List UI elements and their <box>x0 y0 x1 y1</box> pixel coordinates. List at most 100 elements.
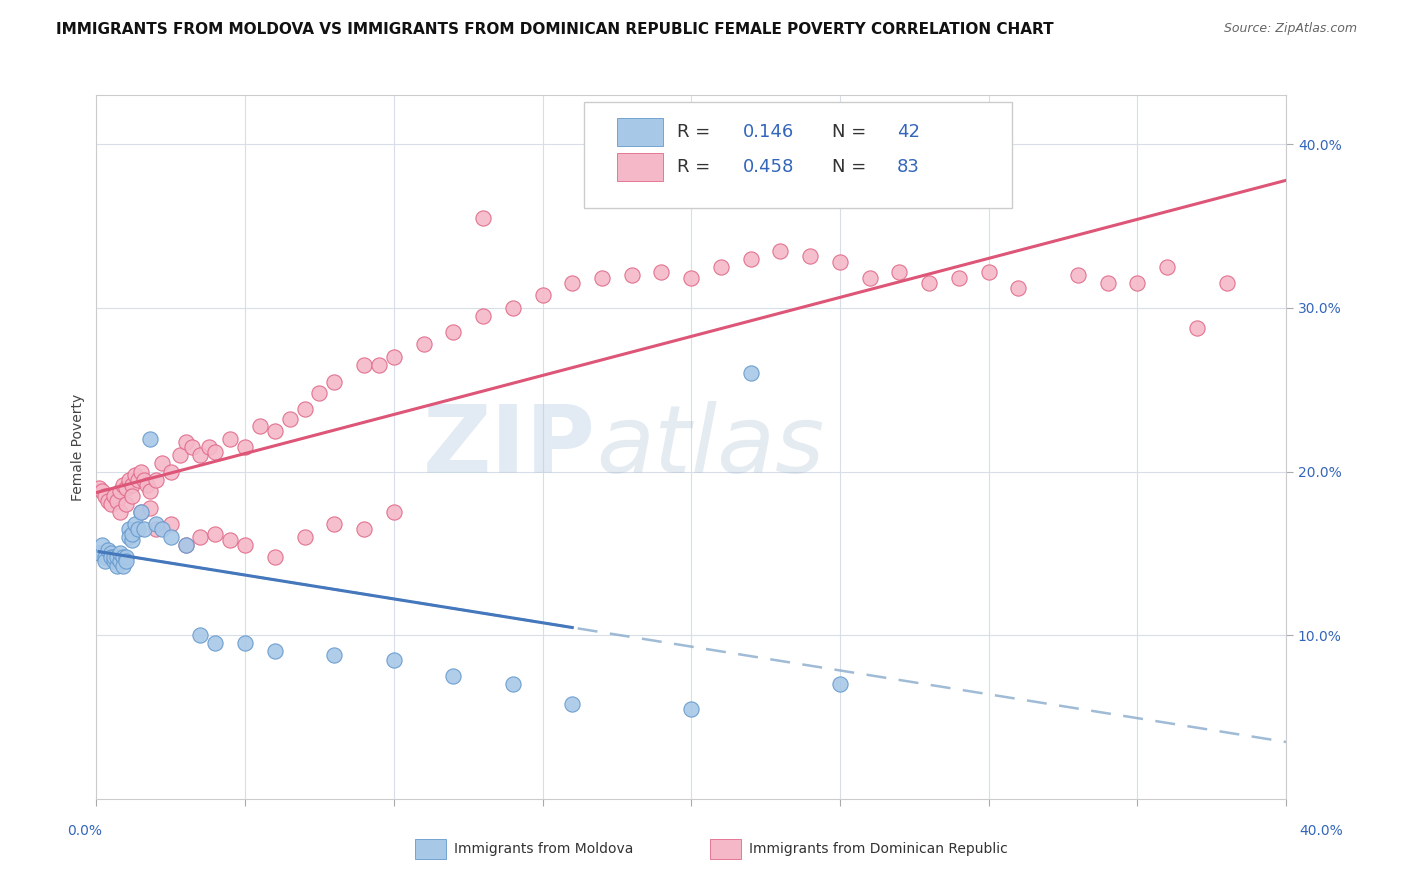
Point <box>159 465 181 479</box>
Point <box>127 473 149 487</box>
Point <box>118 473 141 487</box>
Point <box>828 677 851 691</box>
Point <box>249 418 271 433</box>
Point <box>561 277 583 291</box>
Text: 0.146: 0.146 <box>742 123 793 141</box>
Text: 0.0%: 0.0% <box>67 824 103 838</box>
Point <box>591 271 613 285</box>
Point <box>294 530 316 544</box>
Point <box>502 677 524 691</box>
Point <box>94 489 117 503</box>
Point <box>769 244 792 258</box>
Point <box>103 549 125 564</box>
Point <box>353 522 375 536</box>
Point <box>1067 268 1090 283</box>
Point <box>561 697 583 711</box>
Point <box>174 538 197 552</box>
Text: IMMIGRANTS FROM MOLDOVA VS IMMIGRANTS FROM DOMINICAN REPUBLIC FEMALE POVERTY COR: IMMIGRANTS FROM MOLDOVA VS IMMIGRANTS FR… <box>56 22 1054 37</box>
Text: 83: 83 <box>897 158 920 176</box>
FancyBboxPatch shape <box>617 153 662 181</box>
Point <box>198 440 221 454</box>
Point <box>115 497 138 511</box>
Point <box>1215 277 1237 291</box>
Point <box>139 432 162 446</box>
Point <box>105 494 128 508</box>
Point <box>97 494 120 508</box>
Text: 0.458: 0.458 <box>742 158 794 176</box>
Point <box>145 473 167 487</box>
Point <box>118 522 141 536</box>
Point <box>105 549 128 564</box>
Point <box>263 549 285 564</box>
Point <box>1185 320 1208 334</box>
Point <box>112 549 135 564</box>
Point <box>174 435 197 450</box>
Point <box>115 554 138 568</box>
Point <box>1126 277 1149 291</box>
Point <box>139 500 162 515</box>
Point <box>100 497 122 511</box>
Point <box>94 549 117 564</box>
Text: 40.0%: 40.0% <box>1299 824 1343 838</box>
Point <box>799 249 821 263</box>
Point <box>91 538 114 552</box>
Point <box>412 337 434 351</box>
Point <box>219 533 242 548</box>
Point <box>103 554 125 568</box>
Point <box>159 530 181 544</box>
Point <box>121 526 143 541</box>
Point <box>115 549 138 564</box>
Point <box>710 260 733 274</box>
Point <box>233 636 256 650</box>
Y-axis label: Female Poverty: Female Poverty <box>72 393 86 500</box>
Text: Immigrants from Dominican Republic: Immigrants from Dominican Republic <box>749 842 1008 856</box>
Point <box>139 484 162 499</box>
Point <box>159 516 181 531</box>
Point <box>502 301 524 315</box>
Point <box>115 481 138 495</box>
Point <box>169 448 191 462</box>
Point <box>121 489 143 503</box>
Point <box>977 265 1000 279</box>
Point <box>103 489 125 503</box>
Point <box>89 546 111 560</box>
Point <box>650 265 672 279</box>
Point <box>108 505 131 519</box>
Point <box>472 211 495 225</box>
Point <box>150 522 173 536</box>
FancyBboxPatch shape <box>583 103 1012 208</box>
Point <box>94 554 117 568</box>
Point <box>323 648 346 662</box>
Point <box>353 358 375 372</box>
Point <box>121 477 143 491</box>
Text: N =: N = <box>831 123 872 141</box>
Point <box>1097 277 1119 291</box>
Point <box>263 424 285 438</box>
Text: Immigrants from Moldova: Immigrants from Moldova <box>454 842 634 856</box>
Text: atlas: atlas <box>596 401 824 492</box>
Point <box>382 350 405 364</box>
Point <box>100 549 122 564</box>
Point <box>278 412 301 426</box>
Point <box>681 702 703 716</box>
Point <box>121 533 143 548</box>
Text: N =: N = <box>831 158 872 176</box>
Point <box>145 522 167 536</box>
Point <box>441 669 464 683</box>
Point <box>382 653 405 667</box>
Text: R =: R = <box>676 123 716 141</box>
Point <box>124 467 146 482</box>
Point <box>145 516 167 531</box>
Point <box>132 473 155 487</box>
Point <box>308 386 330 401</box>
Text: Source: ZipAtlas.com: Source: ZipAtlas.com <box>1223 22 1357 36</box>
Point <box>190 530 212 544</box>
Point <box>112 477 135 491</box>
Point <box>100 546 122 560</box>
Point <box>889 265 911 279</box>
Point <box>108 546 131 560</box>
Point <box>108 554 131 568</box>
Point <box>105 559 128 574</box>
Point <box>472 309 495 323</box>
Point <box>97 543 120 558</box>
